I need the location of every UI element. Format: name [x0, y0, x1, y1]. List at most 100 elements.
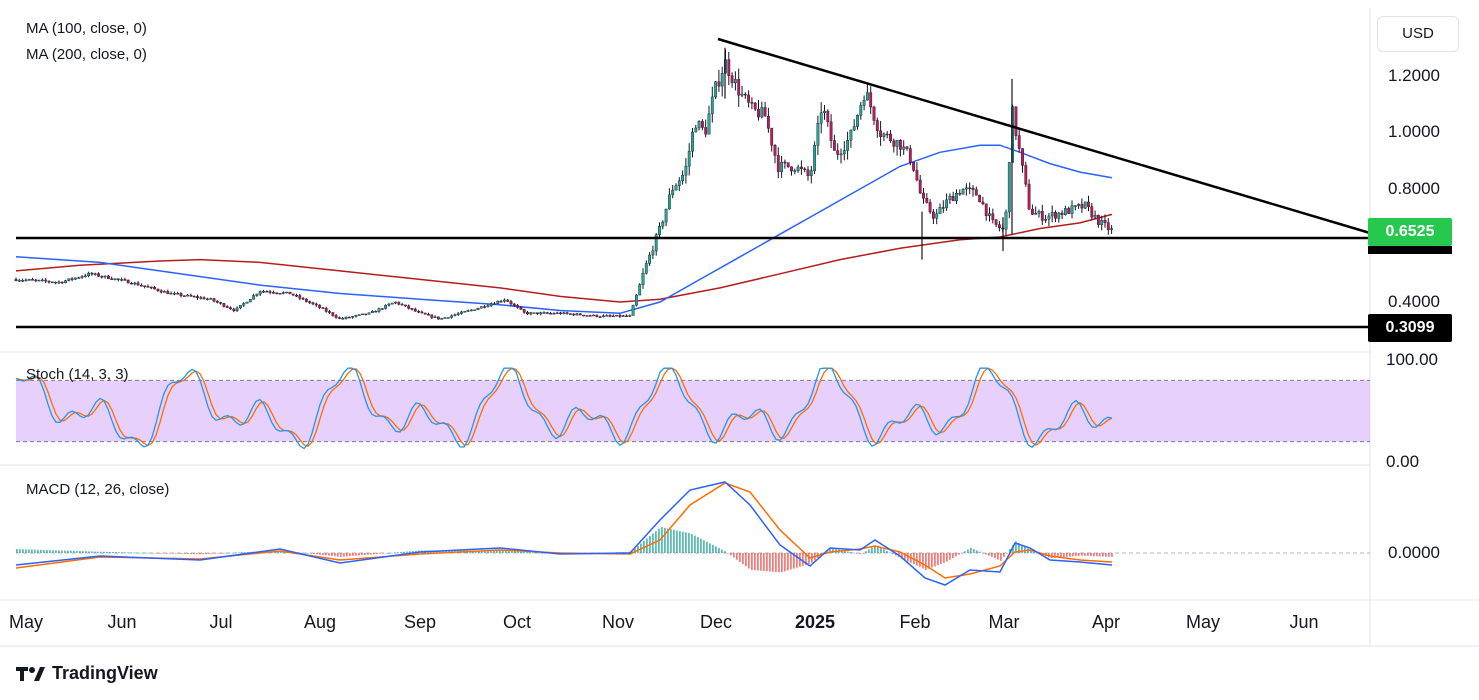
candle-body — [473, 309, 477, 311]
candle-body — [598, 316, 602, 318]
candle-body — [143, 285, 147, 287]
candle-body — [209, 298, 213, 300]
candle-body — [222, 303, 226, 307]
macd-histogram-bar — [76, 550, 78, 553]
macd-histogram-bar — [118, 552, 120, 553]
candle-body — [902, 146, 906, 150]
macd-histogram-bar — [691, 534, 693, 553]
macd-histogram-bar — [184, 553, 186, 554]
candle-body — [417, 310, 420, 313]
candle-body — [994, 219, 998, 225]
macd-histogram-bar — [217, 553, 219, 554]
candle-body — [519, 307, 523, 310]
stoch-d-line — [15, 367, 1113, 447]
macd-histogram-bar — [763, 553, 765, 572]
macd-histogram-bar — [349, 553, 351, 557]
candle-body — [826, 110, 830, 123]
candle-body — [182, 295, 186, 297]
macd-histogram-bar — [871, 547, 873, 553]
candle-body — [862, 99, 866, 106]
macd-histogram-bar — [784, 553, 786, 572]
candle-body — [27, 279, 31, 281]
macd-histogram-bar — [238, 552, 240, 554]
macd-histogram-bar — [952, 553, 954, 559]
macd-histogram-bar — [730, 553, 732, 556]
candle-body — [717, 81, 721, 87]
candle-body — [153, 287, 156, 290]
macd-histogram-bar — [931, 553, 933, 568]
current-price-badge: 0.6525 — [1368, 218, 1452, 246]
candle-body — [932, 211, 935, 219]
candle-body — [420, 311, 424, 314]
month-tick: Nov — [601, 612, 635, 632]
macd-histogram-bar — [1069, 553, 1071, 557]
macd-histogram-bar — [526, 552, 528, 553]
macd-histogram-bar — [979, 551, 981, 553]
candle-body — [849, 129, 853, 141]
macd-histogram-bar — [145, 552, 147, 554]
candle-body — [361, 313, 364, 316]
macd-histogram-bar — [226, 553, 228, 554]
macd-histogram-bar — [319, 553, 321, 555]
candle-body — [941, 207, 945, 209]
candle-body — [526, 312, 529, 315]
macd-histogram-bar — [874, 545, 876, 553]
candle-body — [978, 195, 982, 203]
candle-body — [809, 170, 813, 176]
macd-histogram-bar — [520, 551, 522, 553]
macd-histogram-bar — [409, 551, 411, 553]
macd-histogram-bar — [1111, 553, 1113, 557]
macd-histogram-bar — [922, 553, 924, 569]
stoch-tick: 100.00 — [1386, 350, 1438, 369]
macd-histogram-bar — [778, 553, 780, 573]
candle-body — [14, 279, 18, 281]
candle-body — [90, 272, 94, 275]
candle-body — [1007, 162, 1011, 213]
macd-histogram-bar — [160, 553, 162, 554]
candle-body — [545, 312, 549, 314]
macd-histogram-bar — [862, 553, 864, 554]
candle-body — [948, 195, 952, 201]
macd-histogram-bar — [676, 530, 678, 553]
candle-body — [1054, 212, 1057, 219]
candle-body — [644, 263, 648, 274]
macd-histogram-bar — [220, 553, 222, 554]
macd-histogram-bar — [901, 553, 903, 559]
candle-body — [1050, 212, 1054, 217]
candle-body — [760, 107, 764, 118]
macd-histogram-bar — [1036, 552, 1038, 554]
candle-body — [869, 92, 873, 108]
macd-histogram-bar — [193, 553, 195, 555]
tradingview-logo[interactable]: TradingView — [16, 663, 158, 684]
macd-histogram-bar — [316, 553, 318, 555]
macd-histogram-bar — [199, 553, 201, 555]
candle-body — [453, 314, 457, 316]
currency-selector[interactable]: USD — [1377, 16, 1459, 52]
macd-histogram-bar — [805, 553, 807, 565]
candle-body — [714, 81, 718, 98]
macd-histogram-bar — [499, 550, 501, 553]
macd-histogram-bar — [1060, 553, 1062, 558]
candle-body — [559, 312, 562, 315]
candle-body — [532, 312, 536, 314]
candle-body — [1024, 165, 1028, 185]
candle-body — [298, 295, 302, 299]
candle-body — [879, 130, 883, 138]
candle-body — [569, 313, 572, 315]
candle-body — [196, 296, 199, 299]
candle-body — [935, 213, 939, 219]
macd-histogram-bar — [331, 553, 333, 556]
macd-histogram-bar — [937, 553, 939, 566]
month-tick: Jun — [1289, 612, 1319, 632]
candle-body — [344, 316, 348, 319]
candle-body — [1021, 148, 1024, 166]
candle-body — [397, 301, 401, 305]
candle-body — [133, 282, 137, 285]
macd-histogram-bar — [490, 550, 492, 553]
candle-body — [479, 306, 483, 309]
candle-body — [955, 193, 958, 202]
candle-body — [242, 303, 246, 306]
macd-histogram-bar — [127, 552, 129, 554]
month-tick: Apr — [1091, 612, 1121, 632]
macd-histogram-bar — [670, 529, 672, 553]
